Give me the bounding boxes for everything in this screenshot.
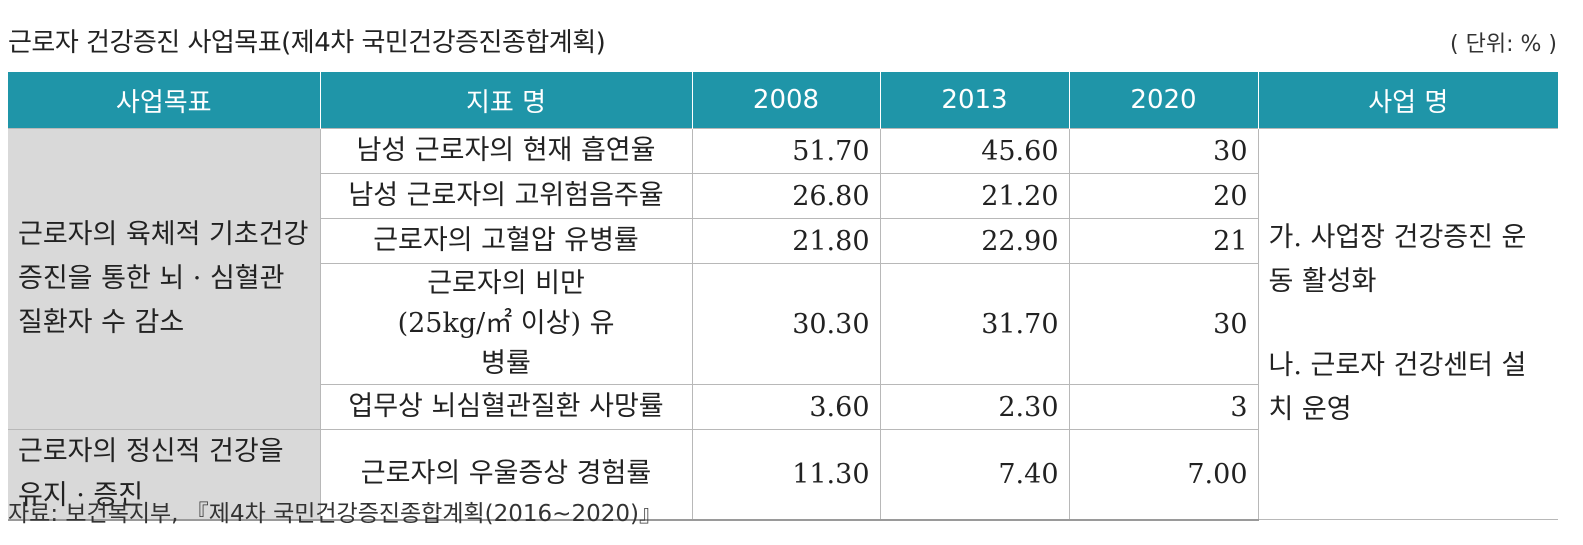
business-item: 가. 사업장 건강증진 운동 활성화	[1268, 222, 1527, 297]
indicator-cell: 남성 근로자의 고위험음주율	[320, 173, 693, 219]
table-title: 근로자 건강증진 사업목표(제4차 국민건강증진종합계획)	[8, 28, 606, 58]
value-2013: 7.40	[879, 429, 1070, 521]
value-2020: 7.00	[1068, 429, 1258, 521]
table-row: 업무상 뇌심혈관질환 사망률 3.60 2.30 3	[8, 384, 1558, 430]
value-2020: 20	[1068, 173, 1258, 219]
indicator-cell: 근로자의 우울증상 경험률	[319, 429, 693, 521]
value-2013: 2.30	[879, 384, 1070, 430]
business-cell: 가. 사업장 건강증진 운동 활성화 나. 근로자 건강센터 설치 운영	[1257, 128, 1558, 520]
value-2008: 3.60	[691, 384, 881, 430]
table-row: 근로자의 정신적 건강을 유지 · 증진 근로자의 우울증상 경험률 11.30…	[8, 429, 1558, 521]
value-2013: 31.70	[879, 263, 1070, 385]
header-indicator: 지표 명	[319, 72, 693, 129]
value-2013: 45.60	[879, 128, 1070, 174]
table-row: 근로자의 비만 (25kg/㎡ 이상) 유병률 30.30 31.70 30	[8, 263, 1558, 385]
business-item: 나. 근로자 건강센터 설치 운영	[1268, 350, 1527, 425]
unit-label: ( 단위: % )	[1450, 32, 1557, 57]
value-2013: 21.20	[879, 173, 1070, 219]
goal-cell: 근로자의 육체적 기초건강 증진을 통한 뇌 · 심혈관 질환자 수 감소	[8, 128, 321, 430]
value-2020: 30	[1068, 263, 1258, 385]
indicator-cell: 근로자의 고혈압 유병률	[320, 218, 693, 264]
business-spacer	[1269, 304, 1549, 344]
value-2008: 30.30	[691, 263, 881, 385]
value-2008: 26.80	[691, 173, 881, 219]
header-2020: 2020	[1068, 72, 1259, 129]
value-2020: 3	[1068, 384, 1258, 430]
indicator-cell: 남성 근로자의 현재 흡연율	[319, 128, 693, 174]
header-business: 사업 명	[1257, 72, 1558, 129]
table-row: 근로자의 육체적 기초건강 증진을 통한 뇌 · 심혈관 질환자 수 감소 남성…	[8, 128, 1558, 520]
value-2008: 11.30	[691, 429, 881, 521]
table-row: 근로자의 고혈압 유병률 21.80 22.90 21	[8, 218, 1558, 264]
header-2013: 2013	[879, 72, 1070, 129]
indicator-cell: 업무상 뇌심혈관질환 사망률	[320, 384, 693, 430]
value-2020: 30	[1068, 128, 1259, 174]
table-row: 남성 근로자의 고위험음주율 26.80 21.20 20	[8, 173, 1558, 219]
header-goal: 사업목표	[8, 72, 321, 129]
value-2013: 22.90	[879, 218, 1070, 264]
header-2008: 2008	[691, 72, 881, 129]
source-note: 자료: 보건복지부, 『제4차 국민건강증진종합계획(2016~2020)』	[8, 501, 662, 527]
value-2008: 21.80	[691, 218, 881, 264]
value-2020: 21	[1068, 218, 1258, 264]
indicator-cell: 근로자의 비만 (25kg/㎡ 이상) 유병률	[320, 263, 693, 385]
goal-cell: 근로자의 정신적 건강을 유지 · 증진	[8, 429, 321, 521]
value-2008: 51.70	[691, 128, 881, 174]
health-goals-table: 사업목표 지표 명 2008 2013 2020 사업 명 근로자의 육체적 기…	[8, 72, 1558, 521]
header-row: 사업목표 지표 명 2008 2013 2020 사업 명	[8, 72, 1558, 129]
